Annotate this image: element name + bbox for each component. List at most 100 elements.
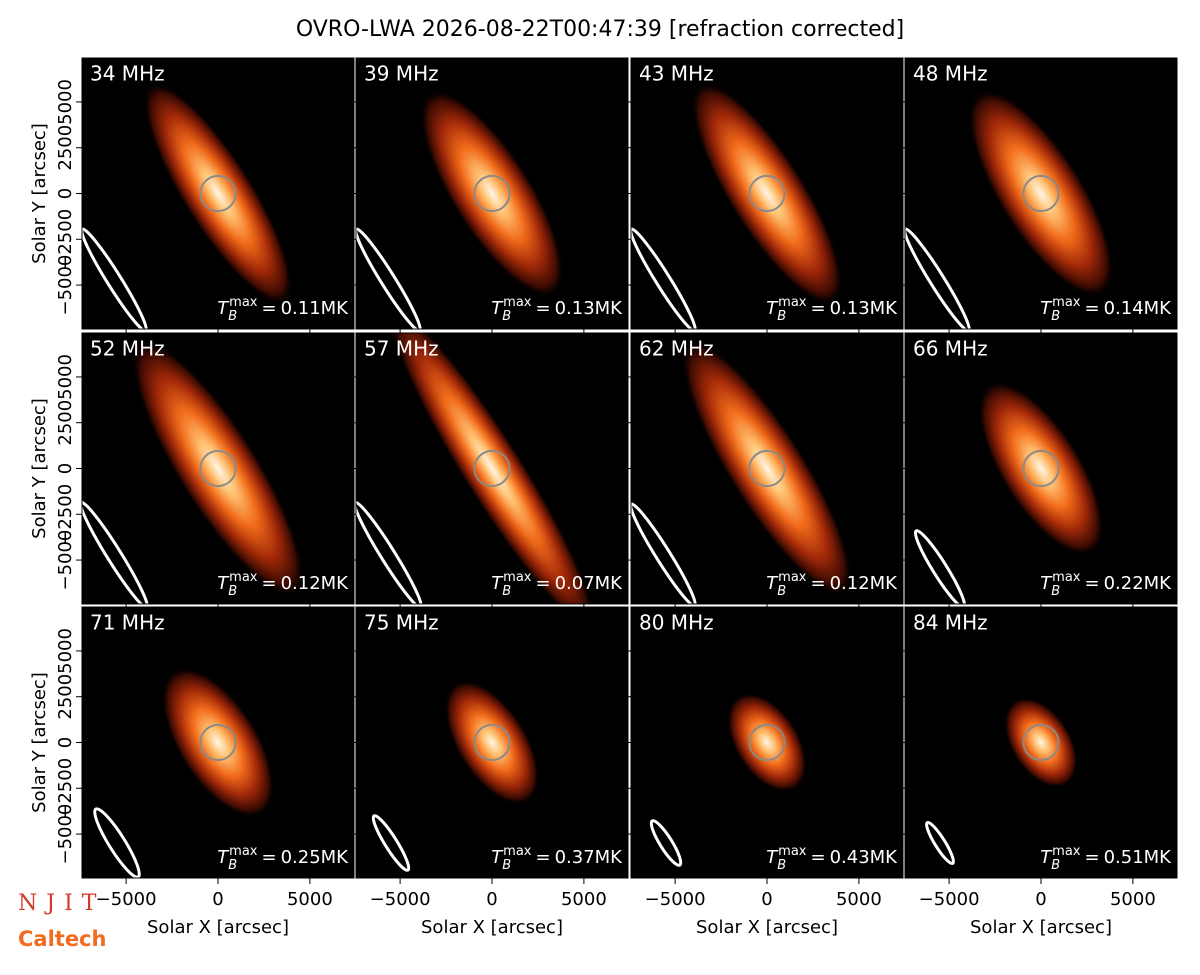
solar-disk [748,174,786,213]
solar-disk [473,174,511,213]
y-axis-label: Solar Y [arcsec] [29,672,50,813]
annotation-sup: max [1052,570,1081,585]
annotation-eq: = [810,298,825,319]
y-tick-label: 5000 [55,79,76,125]
frequency-label: 48 MHz [913,62,988,86]
emission [681,339,853,598]
annotation-symbol: T [766,847,779,868]
x-tick-label: 0 [486,889,497,910]
emission [131,339,305,598]
x-tick-label: 5000 [1110,889,1156,910]
tb-max-value: 0.43MK [830,847,899,868]
annotation-symbol: T [217,298,230,319]
y-tick-label: 0 [55,188,76,199]
solar-disk [1022,174,1060,213]
tb-max-value: 0.14MK [1104,298,1173,319]
annotation-sup: max [778,844,807,859]
x-tick-label: −5000 [645,889,706,910]
annotation-sup: max [1052,295,1081,310]
frequency-label: 62 MHz [639,337,714,361]
emission [1004,697,1078,788]
annotation-sup: max [503,295,532,310]
annotation-eq: = [261,847,276,868]
annotation-eq: = [1084,573,1099,594]
annotation-sup: max [1052,844,1081,859]
frequency-label: 80 MHz [639,611,714,635]
tb-max-value: 0.12MK [281,573,350,594]
beam [93,807,141,878]
y-tick-label: 2500 [55,674,76,720]
frequency-label: 57 MHz [364,337,439,361]
annotation-sub: B [1051,858,1060,873]
beam [649,819,683,867]
emission [161,667,275,818]
annotation-eq: = [535,573,550,594]
y-tick-label: −5000 [55,255,76,316]
x-tick-label: 0 [1035,889,1046,910]
x-axis-label: Solar X [arcsec] [421,917,563,938]
tb-max-label: TBmax = 0.25MK [217,844,349,873]
y-axis-label: Solar Y [arcsec] [29,398,50,539]
x-tick-label: 5000 [836,889,882,910]
tb-max-value: 0.22MK [1104,573,1173,594]
panel [631,58,903,329]
x-tick-label: 0 [212,889,223,910]
annotation-sup: max [229,570,258,585]
tb-max-label: TBmax = 0.14MK [1040,295,1172,324]
y-tick-label: −5000 [55,804,76,865]
y-tick-label: 5000 [55,628,76,674]
emission [727,692,807,793]
annotation-eq: = [810,847,825,868]
annotation-symbol: T [491,298,504,319]
beam [356,500,423,604]
tb-max-label: TBmax = 0.07MK [491,570,623,599]
emission [978,381,1104,556]
annotation-sub: B [1051,584,1060,599]
panel [356,607,628,878]
panel [905,333,1177,604]
panel [82,58,354,329]
frequency-label: 39 MHz [364,62,439,86]
annotation-symbol: T [1040,847,1053,868]
logo-caltech: Caltech [18,927,106,951]
y-tick-label: −5000 [55,530,76,591]
annotation-sup: max [778,295,807,310]
solar-disk [1022,723,1060,762]
annotation-symbol: T [217,847,230,868]
tb-max-label: TBmax = 0.51MK [1040,844,1172,873]
tb-max-label: TBmax = 0.13MK [766,295,898,324]
x-tick-label: 5000 [561,889,607,910]
solar-disk [748,723,786,762]
annotation-sub: B [777,858,786,873]
annotation-sub: B [502,309,511,324]
x-tick-label: −5000 [370,889,431,910]
y-tick-label: 0 [55,737,76,748]
annotation-eq: = [261,573,276,594]
y-tick-label: 0 [55,463,76,474]
tb-max-value: 0.07MK [555,573,624,594]
x-axis-label: Solar X [arcsec] [696,917,838,938]
annotation-symbol: T [766,298,779,319]
tb-max-value: 0.25MK [281,847,350,868]
annotation-eq: = [261,298,276,319]
x-tick-label: −5000 [919,889,980,910]
annotation-sub: B [228,584,237,599]
annotation-sub: B [228,858,237,873]
frequency-label: 71 MHz [90,611,165,635]
emission [968,89,1114,298]
annotation-sub: B [1051,309,1060,324]
emission [690,81,844,306]
annotation-symbol: T [491,847,504,868]
annotation-symbol: T [217,573,230,594]
solar-disk [199,723,237,762]
tb-max-label: TBmax = 0.11MK [217,295,349,324]
panel [905,58,1177,329]
solar-disk [199,449,237,488]
beam [371,814,411,872]
x-axis-label: Solar X [arcsec] [147,917,289,938]
tb-max-label: TBmax = 0.43MK [766,844,898,873]
solar-disk [199,174,237,213]
frequency-label: 84 MHz [913,611,988,635]
annotation-symbol: T [766,573,779,594]
